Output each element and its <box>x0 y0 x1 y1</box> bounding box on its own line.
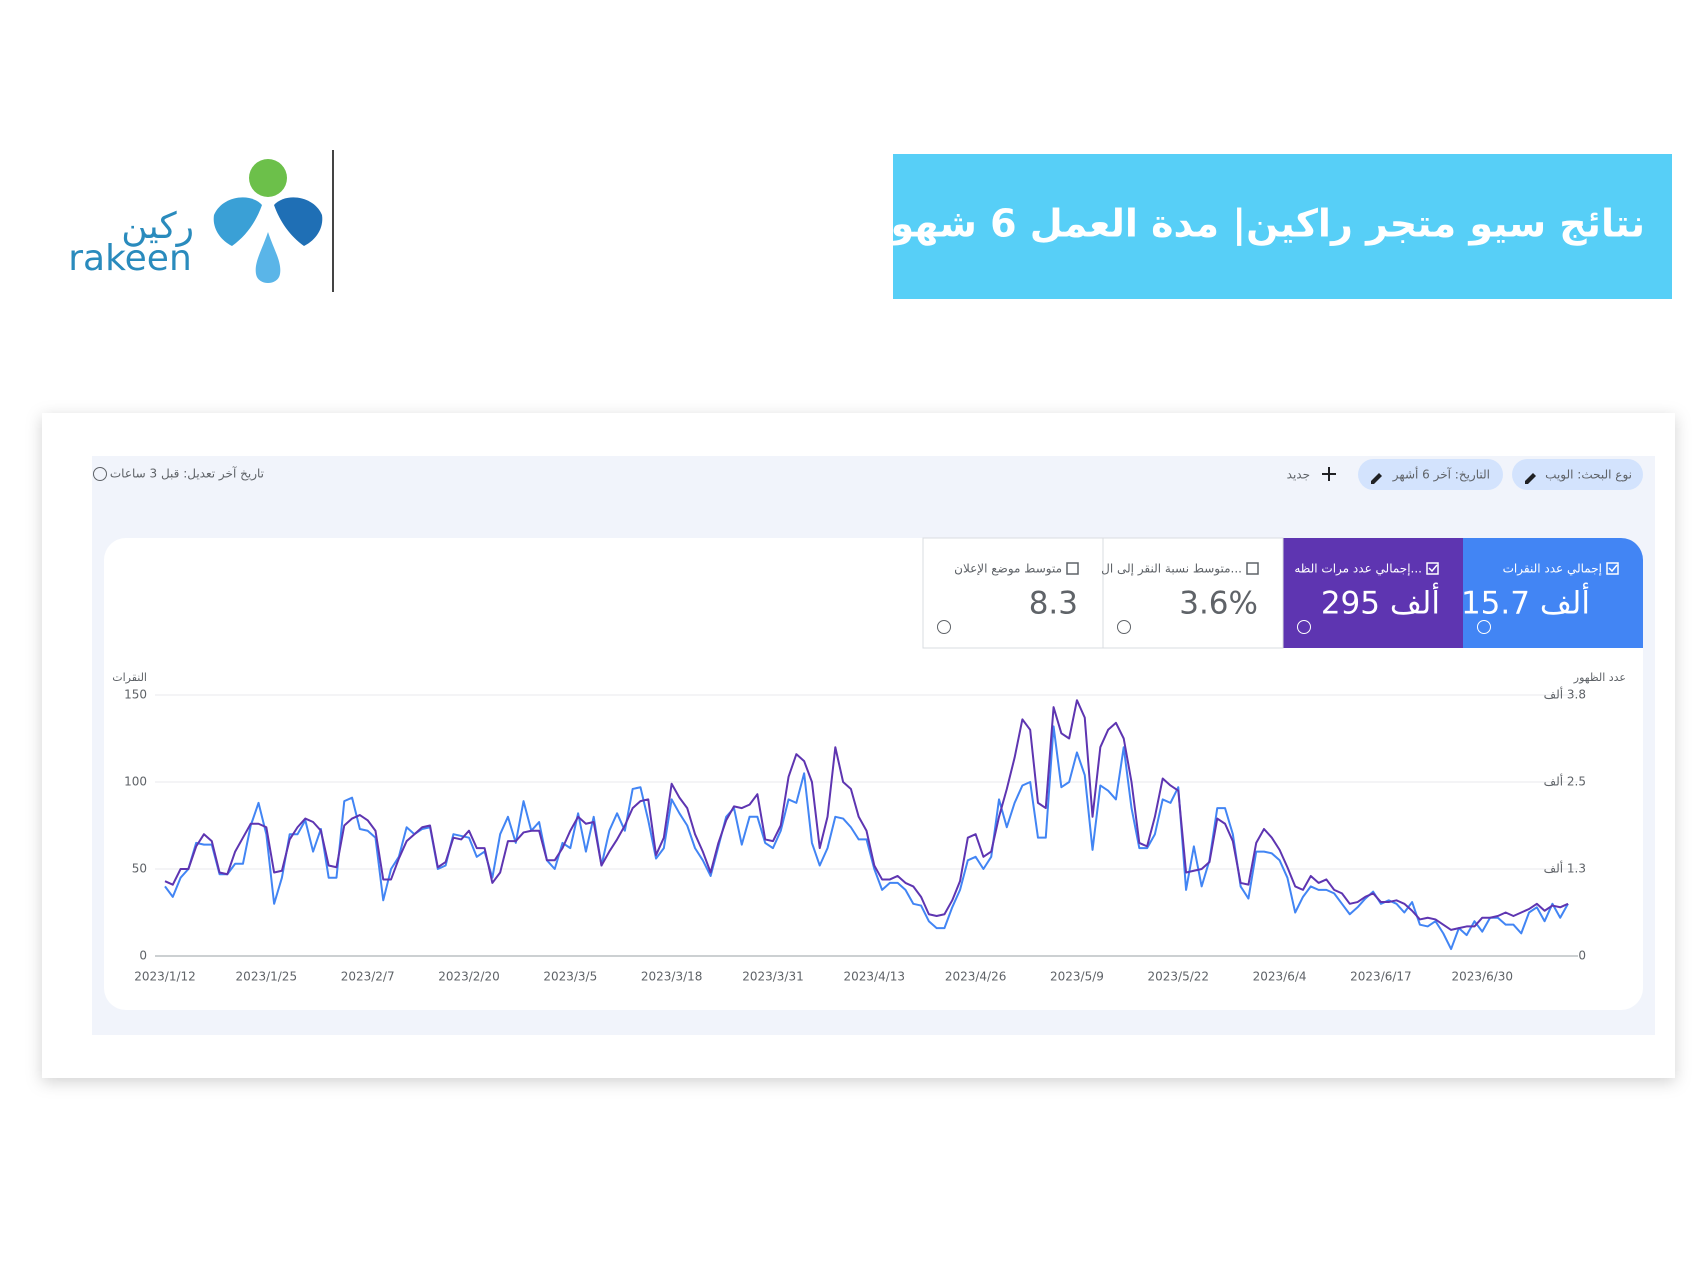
x-tick-label: 2023/4/26 <box>945 970 1007 984</box>
metric-value: 295 ألف <box>1321 583 1440 622</box>
filter-chip[interactable] <box>1358 459 1503 490</box>
y2-tick-label: 0 <box>1578 949 1586 963</box>
logo: ركين rakeen <box>68 150 334 292</box>
metric-label: متوسط نسبة النقر إلى ال... <box>1101 562 1242 577</box>
metric-cards: إجمالي عدد النقرات 15.7 ألف إجمالي عدد م… <box>922 537 1643 649</box>
filter-chip-label: نوع البحث: الويب <box>1545 468 1632 483</box>
banner-title: نتائج سيو متجر راكين| مدة العمل 6 شهور <box>867 202 1645 247</box>
y-tick-label: 100 <box>124 775 147 789</box>
y2-tick-label: 3.8 ألف <box>1544 687 1586 702</box>
y-axis-title: النقرات <box>112 671 147 684</box>
checkbox[interactable] <box>1246 562 1259 575</box>
last-updated: تاريخ آخر تعديل: قبل 3 ساعات <box>110 466 264 482</box>
x-tick-label: 2023/2/7 <box>341 970 395 984</box>
banner <box>893 154 1672 299</box>
checkmark <box>1608 564 1618 573</box>
y2-tick-label: 1.3 ألف <box>1544 861 1586 876</box>
checkbox[interactable] <box>1606 562 1619 575</box>
help-icon[interactable] <box>1477 620 1491 634</box>
logo-dot <box>249 159 287 197</box>
series-line <box>164 699 1569 931</box>
help-icon[interactable] <box>1297 620 1311 634</box>
x-tick-label: 2023/3/31 <box>742 970 804 984</box>
metric-label: متوسط موضع الإعلان <box>954 562 1062 577</box>
plot: 0 50 100 150 0 1.3 ألف 2.5 ألف 3.8 ألف 2023/1/12… <box>124 687 1586 984</box>
toolbar: نوع البحث: الويب التاريخ: آخر 6 أشهر جدي… <box>93 459 1643 490</box>
x-tick-label: 2023/6/30 <box>1451 970 1513 984</box>
x-tick-label: 2023/6/4 <box>1253 970 1307 984</box>
new-label: جديد <box>1287 468 1310 482</box>
edit-icon <box>1371 473 1382 484</box>
y-tick-label: 0 <box>139 949 147 963</box>
x-tick-label: 2023/4/13 <box>844 970 906 984</box>
filter-chip-label: التاريخ: آخر 6 أشهر <box>1392 467 1490 483</box>
logo-drop <box>255 232 281 283</box>
x-tick-label: 2023/5/22 <box>1148 970 1210 984</box>
chart-card <box>104 538 1643 1010</box>
x-tick-label: 2023/2/20 <box>438 970 500 984</box>
help-icon[interactable] <box>937 620 951 634</box>
y2-axis-title: عدد الظهور <box>1573 671 1626 684</box>
help-icon[interactable] <box>93 467 107 481</box>
logo-latin: rakeen <box>68 238 192 279</box>
checkmark <box>1428 564 1438 573</box>
metric-value: 15.7 ألف <box>1461 583 1590 622</box>
logo-arabic: ركين <box>121 206 194 247</box>
metric-value: 8.3 <box>1029 586 1078 622</box>
metric-card[interactable] <box>1283 538 1463 648</box>
logo-wing <box>274 197 323 246</box>
x-tick-label: 2023/6/17 <box>1350 970 1412 984</box>
x-tick-label: 2023/1/25 <box>236 970 298 984</box>
y2-tick-label: 2.5 ألف <box>1544 774 1586 789</box>
metric-label: إجمالي عدد النقرات <box>1503 562 1602 577</box>
x-tick-label: 2023/5/9 <box>1050 970 1104 984</box>
new-button[interactable]: جديد <box>1287 467 1336 482</box>
x-tick-label: 2023/3/18 <box>641 970 703 984</box>
x-tick-label: 2023/1/12 <box>134 970 196 984</box>
filter-chip[interactable] <box>1512 459 1643 490</box>
metric-card[interactable] <box>922 537 1104 649</box>
metric-value: 3.6% <box>1179 586 1258 622</box>
metric-label: إجمالي عدد مرات الظه... <box>1294 562 1422 577</box>
x-tick-label: 2023/3/5 <box>543 970 597 984</box>
help-icon[interactable] <box>1117 620 1131 634</box>
y-tick-label: 50 <box>132 862 147 876</box>
checkbox[interactable] <box>1066 562 1079 575</box>
metric-card[interactable] <box>1463 538 1643 648</box>
edit-icon <box>1525 473 1536 484</box>
checkbox[interactable] <box>1426 562 1439 575</box>
logo-wing <box>213 197 262 246</box>
y-tick-label: 150 <box>124 688 147 702</box>
